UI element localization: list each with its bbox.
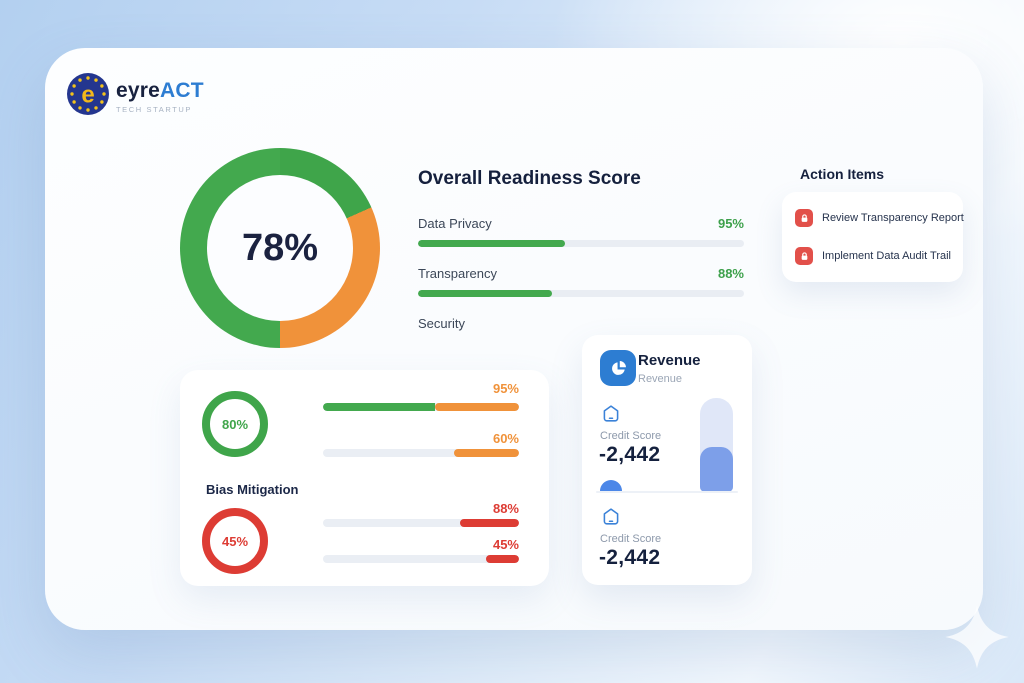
lock-alert-icon xyxy=(795,209,813,227)
credit-score-value: -2,442 xyxy=(599,443,661,466)
mini-bar-track xyxy=(323,519,519,527)
metric-label: Data Privacy xyxy=(418,216,492,231)
brand-logo: e eyreACT TECH STARTUP xyxy=(66,72,204,121)
action-item-label: Implement Data Audit Trail xyxy=(822,250,952,262)
svg-text:e: e xyxy=(81,82,94,109)
ring-value: 45% xyxy=(221,533,249,549)
credit-score-value: -2,442 xyxy=(599,546,661,569)
mini-bar-value: 88% xyxy=(492,501,519,516)
mini-bar-value: 60% xyxy=(492,431,519,446)
compliance-card: 80% Bias Mitigation 45% 95% 60% 88% xyxy=(180,370,549,586)
progress-bar-fill xyxy=(418,290,552,297)
action-item-review-transparency-report[interactable]: Review Transparency Report xyxy=(795,205,964,231)
compliance-ring-bottom: 45% xyxy=(202,508,268,574)
ring-value: 80% xyxy=(221,416,249,432)
lock-alert-icon xyxy=(795,247,813,265)
mini-bar-value: 45% xyxy=(492,537,519,552)
mini-bar-orange-segment xyxy=(434,403,519,411)
mini-bar-value: 95% xyxy=(492,381,519,396)
dome-marker-icon xyxy=(600,480,622,491)
metric-label: Transparency xyxy=(418,266,497,281)
brand-name-accent: ACT xyxy=(160,79,204,102)
dashboard-card: e eyreACT TECH STARTUP 78% Overall Readi… xyxy=(45,48,983,630)
metric-row-security: Security xyxy=(418,316,744,331)
action-item-label: Review Transparency Report xyxy=(822,212,964,224)
donut-center-value: 78% xyxy=(241,226,319,269)
metric-row-data-privacy: Data Privacy 95% xyxy=(418,216,744,247)
mini-bar-track xyxy=(323,403,519,411)
readiness-title: Overall Readiness Score xyxy=(418,168,641,189)
brand-name: eyreACT xyxy=(116,79,204,102)
mini-bar-red-segment xyxy=(460,519,519,527)
bias-mitigation-label: Bias Mitigation xyxy=(206,482,299,497)
brand-text: eyreACT TECH STARTUP xyxy=(116,79,204,114)
revenue-card: Revenue Revenue Credit Score -2,442 xyxy=(582,335,752,585)
revenue-title: Revenue xyxy=(638,352,701,369)
mini-bar-track xyxy=(323,449,519,457)
brand-tagline: TECH STARTUP xyxy=(116,105,193,114)
credit-score-label: Credit Score xyxy=(600,533,662,545)
revenue-column-fill xyxy=(700,446,733,492)
progress-bar-track xyxy=(418,240,744,247)
metric-row-transparency: Transparency 88% xyxy=(418,266,744,297)
mini-bar-red-segment xyxy=(485,555,519,563)
mini-bar-orange-segment xyxy=(454,449,519,457)
metric-label: Security xyxy=(418,316,465,331)
pie-chart-icon xyxy=(600,350,636,386)
readiness-section: Overall Readiness Score Data Privacy 95%… xyxy=(418,168,744,350)
eu-circle-logo-icon: e xyxy=(66,72,110,121)
progress-bar-track xyxy=(418,290,744,297)
readiness-donut-chart: 78% xyxy=(180,148,380,348)
compliance-mini-bars: 95% 60% 88% 45% xyxy=(323,370,519,586)
action-item-implement-data-audit-trail[interactable]: Implement Data Audit Trail xyxy=(795,243,952,269)
home-shield-icon xyxy=(600,403,622,425)
action-items-title: Action Items xyxy=(800,166,885,182)
mini-bar-green-segment xyxy=(323,403,435,411)
metric-value: 95% xyxy=(717,216,744,231)
revenue-column-chart xyxy=(700,398,733,492)
progress-bar-fill xyxy=(418,240,565,247)
card-divider xyxy=(596,491,738,493)
credit-score-label: Credit Score xyxy=(600,430,662,442)
home-shield-icon xyxy=(600,506,622,528)
donut-ring xyxy=(180,148,380,348)
action-items-card: Review Transparency Report Implement Dat… xyxy=(782,192,964,282)
sparkle-icon xyxy=(944,604,1010,670)
mini-bar-track xyxy=(323,555,519,563)
compliance-ring-top: 80% xyxy=(202,391,268,457)
metric-value: 88% xyxy=(717,266,744,281)
revenue-subtitle: Revenue xyxy=(638,373,683,385)
